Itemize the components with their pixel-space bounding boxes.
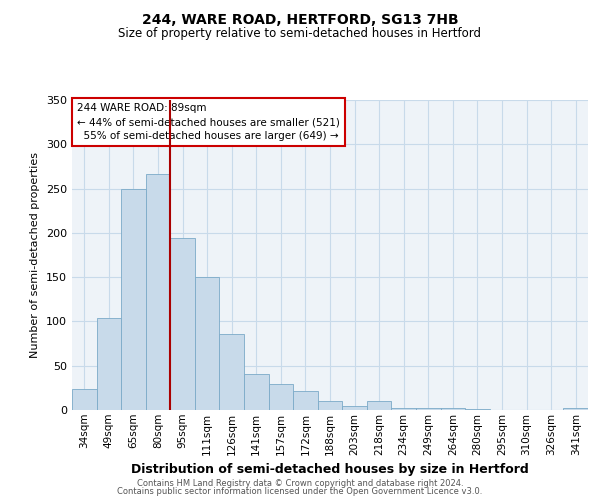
- Text: 244 WARE ROAD: 89sqm
← 44% of semi-detached houses are smaller (521)
  55% of se: 244 WARE ROAD: 89sqm ← 44% of semi-detac…: [77, 103, 340, 141]
- Bar: [465, 409, 490, 410]
- Text: 244, WARE ROAD, HERTFORD, SG13 7HB: 244, WARE ROAD, HERTFORD, SG13 7HB: [142, 12, 458, 26]
- Bar: [220, 334, 244, 410]
- Bar: [146, 174, 170, 410]
- Text: Contains public sector information licensed under the Open Government Licence v3: Contains public sector information licen…: [118, 487, 482, 496]
- Bar: [293, 392, 318, 410]
- Bar: [367, 401, 391, 410]
- Text: Contains HM Land Registry data © Crown copyright and database right 2024.: Contains HM Land Registry data © Crown c…: [137, 478, 463, 488]
- Bar: [269, 384, 293, 410]
- Bar: [391, 408, 416, 410]
- Bar: [121, 188, 146, 410]
- Bar: [195, 277, 220, 410]
- Text: Size of property relative to semi-detached houses in Hertford: Size of property relative to semi-detach…: [119, 28, 482, 40]
- Bar: [318, 401, 342, 410]
- X-axis label: Distribution of semi-detached houses by size in Hertford: Distribution of semi-detached houses by …: [131, 463, 529, 476]
- Y-axis label: Number of semi-detached properties: Number of semi-detached properties: [31, 152, 40, 358]
- Bar: [170, 238, 195, 410]
- Bar: [342, 406, 367, 410]
- Bar: [72, 388, 97, 410]
- Bar: [416, 408, 440, 410]
- Bar: [563, 408, 588, 410]
- Bar: [244, 374, 269, 410]
- Bar: [97, 318, 121, 410]
- Bar: [440, 408, 465, 410]
